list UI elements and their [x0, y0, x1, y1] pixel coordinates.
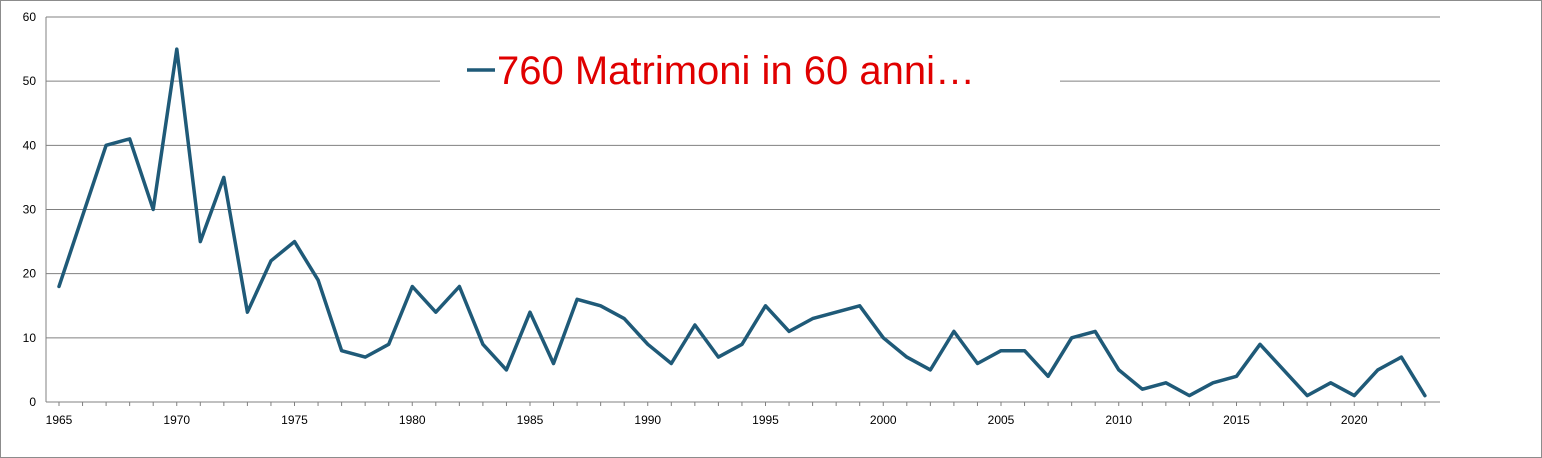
- data-point: [811, 317, 815, 321]
- data-point: [999, 349, 1003, 353]
- data-point: [1140, 387, 1144, 391]
- y-tick-label: 50: [23, 74, 37, 88]
- data-point: [175, 47, 179, 51]
- data-point: [552, 362, 556, 366]
- data-point: [1235, 374, 1239, 378]
- data-point: [269, 259, 273, 263]
- data-point: [1258, 342, 1262, 346]
- x-tick-label: 2000: [870, 413, 897, 427]
- data-point: [787, 329, 791, 333]
- series-line: [57, 47, 1427, 398]
- data-point: [764, 304, 768, 308]
- x-tick-label: 2005: [988, 413, 1015, 427]
- x-tick-label: 2020: [1341, 413, 1368, 427]
- data-point: [1352, 394, 1356, 398]
- data-point: [504, 368, 508, 372]
- data-point: [1282, 368, 1286, 372]
- legend: 760 Matrimoni in 60 anni…: [440, 44, 1060, 100]
- data-point: [528, 310, 532, 314]
- data-point: [575, 297, 579, 301]
- data-point: [1164, 381, 1168, 385]
- data-point: [693, 323, 697, 327]
- axes: [45, 17, 1440, 406]
- y-tick-label: 40: [23, 138, 37, 152]
- data-point: [716, 355, 720, 359]
- data-point: [646, 342, 650, 346]
- data-point: [1093, 329, 1097, 333]
- data-point: [740, 342, 744, 346]
- data-point: [340, 349, 344, 353]
- x-tick-label: 1990: [634, 413, 661, 427]
- x-tick-labels: 1965 1970 1975 1980 1985 1990 1995 2000 2005 2010…: [46, 413, 1368, 427]
- y-tick-label: 30: [23, 203, 37, 217]
- data-point: [434, 310, 438, 314]
- y-tick-label: 10: [23, 331, 37, 345]
- y-tick-label: 0: [29, 395, 36, 409]
- data-point: [599, 304, 603, 308]
- data-point: [952, 329, 956, 333]
- data-point: [834, 310, 838, 314]
- data-point: [975, 362, 979, 366]
- x-tick-label: 1980: [399, 413, 426, 427]
- data-point: [128, 137, 132, 141]
- x-tick-label: 1975: [281, 413, 308, 427]
- x-tick-label: 2015: [1223, 413, 1250, 427]
- data-point: [881, 336, 885, 340]
- data-point: [928, 368, 932, 372]
- legend-label: 760 Matrimoni in 60 anni…: [497, 49, 975, 93]
- data-point: [1376, 368, 1380, 372]
- data-point: [1117, 368, 1121, 372]
- data-point: [1423, 394, 1427, 398]
- data-point: [151, 208, 155, 212]
- y-tick-labels: 0 10 20 30 40 50 60: [23, 10, 37, 409]
- data-point: [57, 285, 61, 289]
- data-point: [1211, 381, 1215, 385]
- data-point: [669, 362, 673, 366]
- legend-box: [440, 44, 1060, 100]
- x-tick-label: 1965: [46, 413, 73, 427]
- data-point: [1329, 381, 1333, 385]
- data-point: [1187, 394, 1191, 398]
- data-point: [81, 214, 85, 218]
- data-point: [1023, 349, 1027, 353]
- y-tick-label: 60: [23, 10, 37, 24]
- y-tick-label: 20: [23, 267, 37, 281]
- data-point: [316, 278, 320, 282]
- data-point: [222, 175, 226, 179]
- x-tick-label: 1995: [752, 413, 779, 427]
- data-point: [363, 355, 367, 359]
- data-point: [1046, 374, 1050, 378]
- data-point: [198, 240, 202, 244]
- data-point: [622, 317, 626, 321]
- x-tick-label: 1970: [163, 413, 190, 427]
- data-point: [104, 143, 108, 147]
- data-point: [1399, 355, 1403, 359]
- series-lines: [57, 47, 1427, 398]
- data-point: [905, 355, 909, 359]
- data-point: [457, 285, 461, 289]
- data-point: [410, 285, 414, 289]
- data-point: [1305, 394, 1309, 398]
- data-point: [293, 240, 297, 244]
- x-tick-label: 1985: [517, 413, 544, 427]
- data-point: [387, 342, 391, 346]
- data-point: [481, 342, 485, 346]
- x-tick-label: 2010: [1105, 413, 1132, 427]
- data-point: [858, 304, 862, 308]
- data-point: [1070, 336, 1074, 340]
- data-point: [245, 310, 249, 314]
